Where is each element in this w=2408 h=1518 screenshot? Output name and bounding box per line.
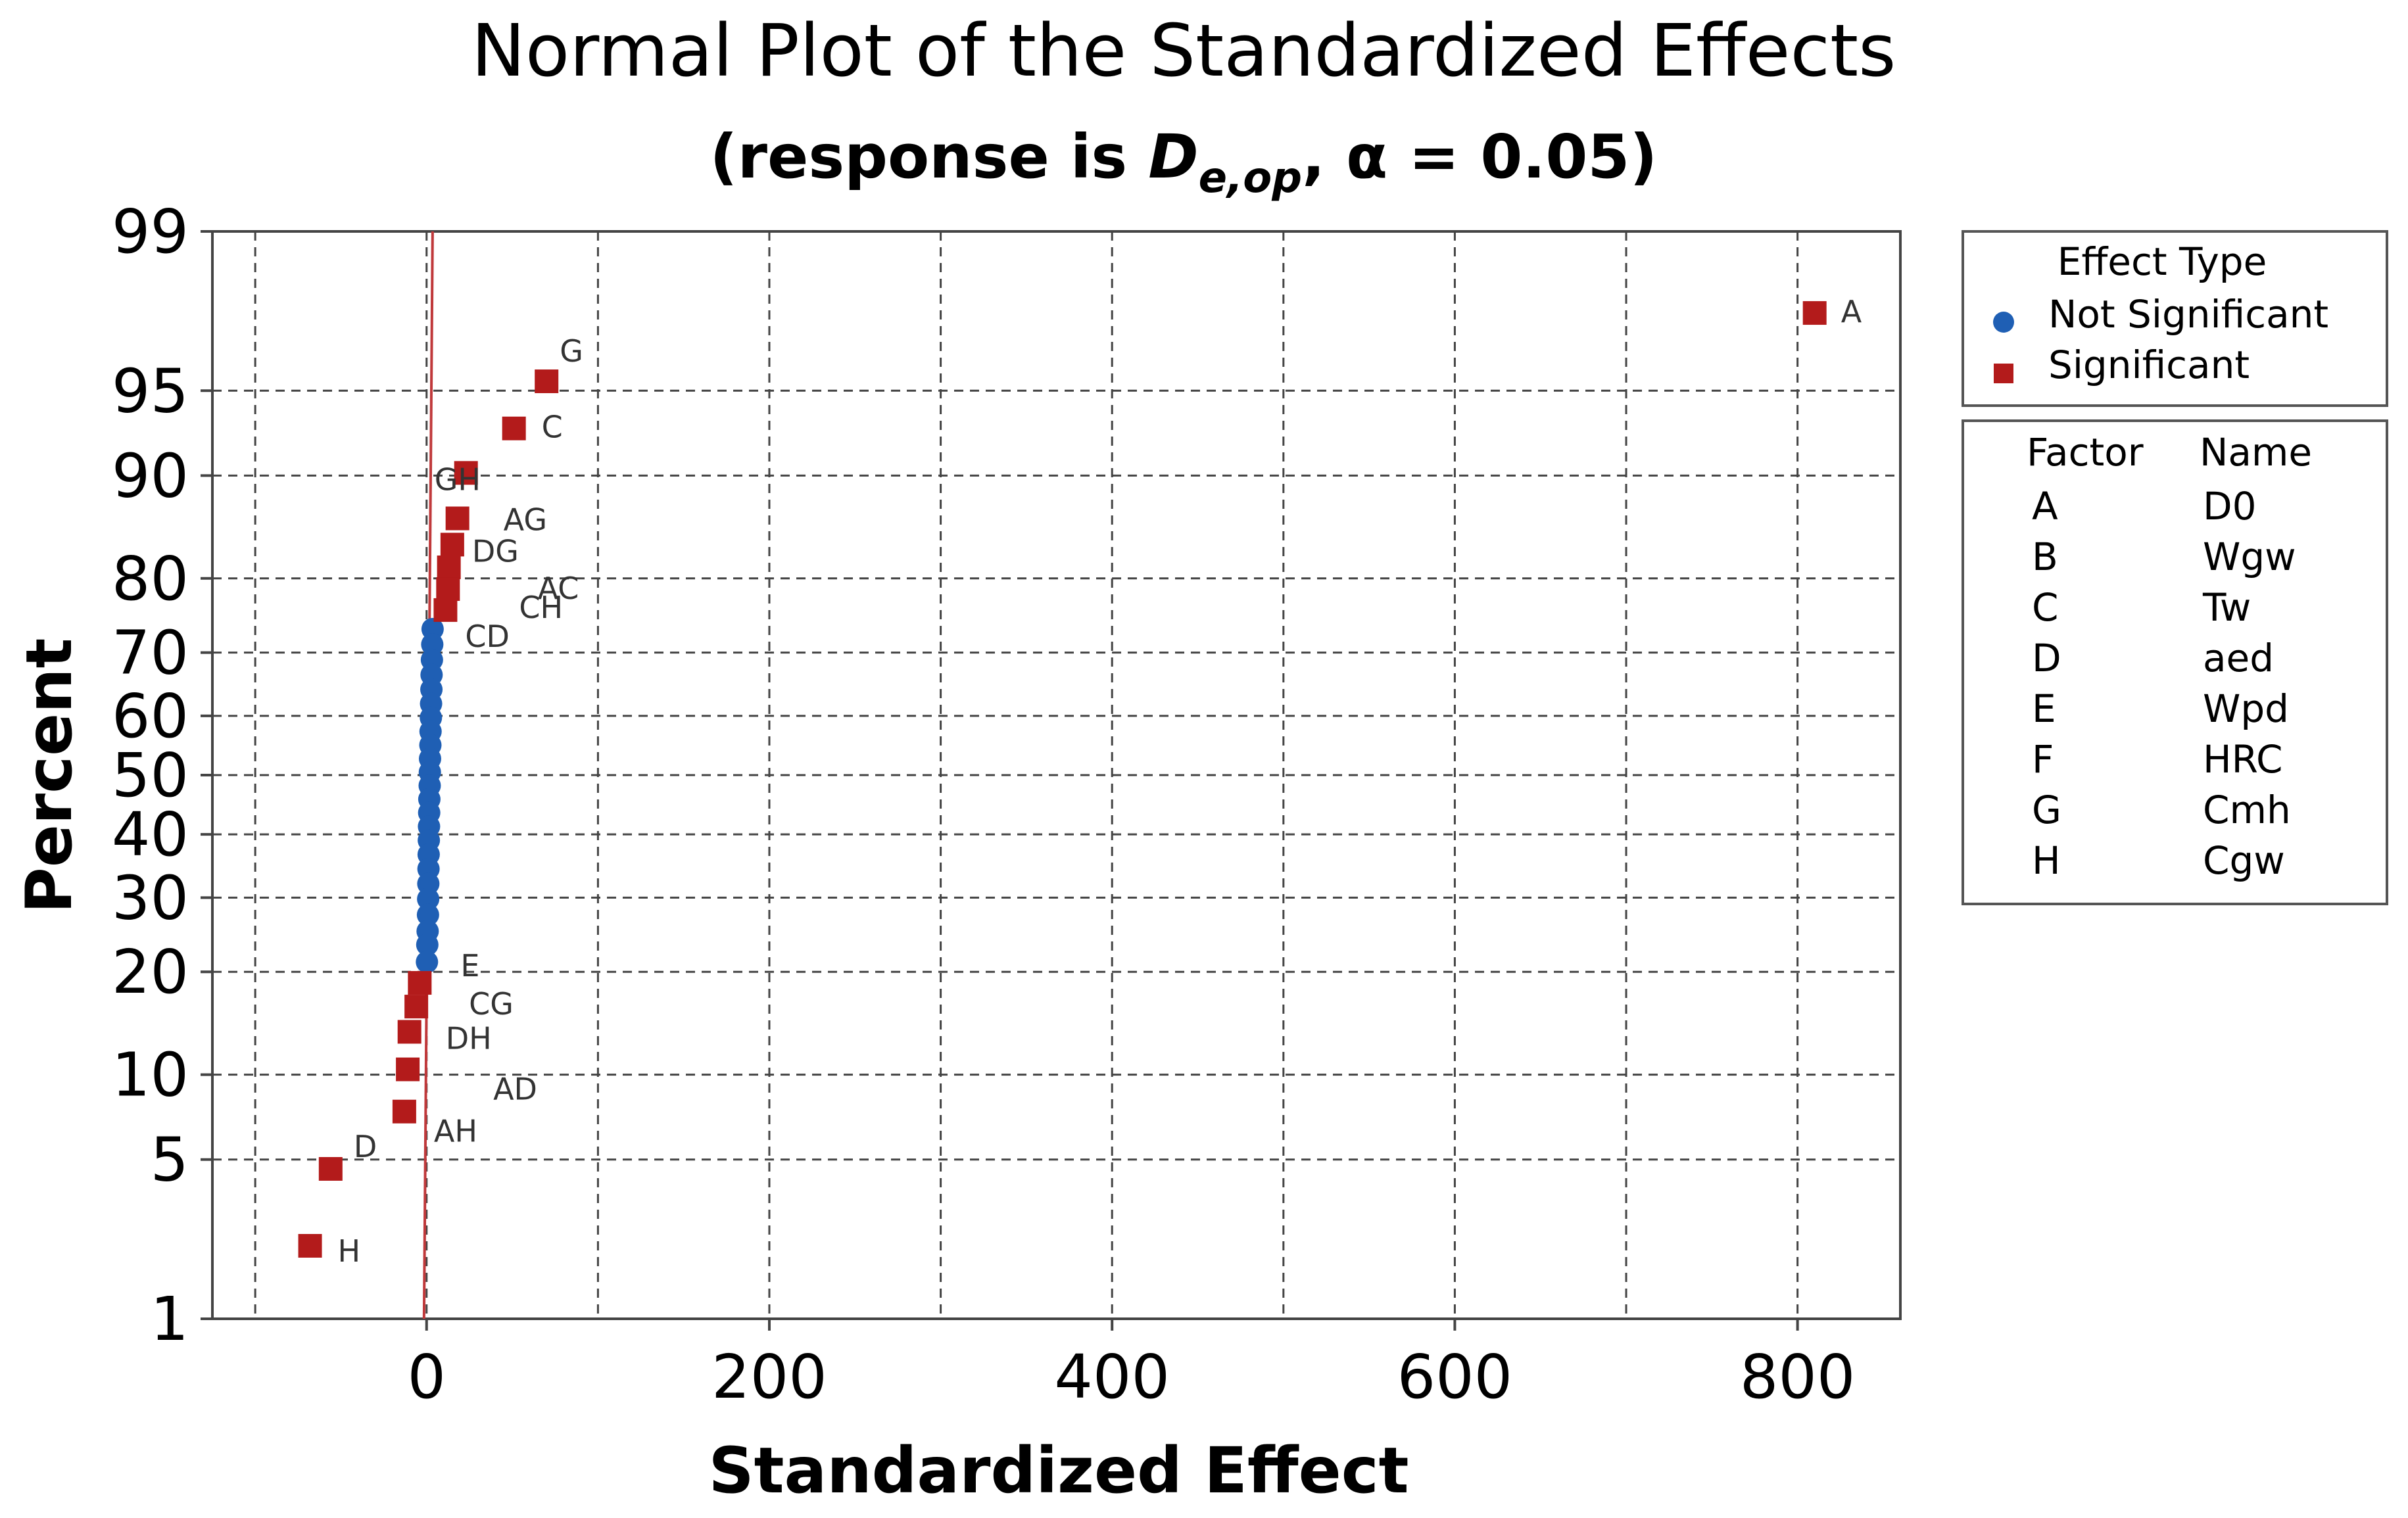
point-label-ch: CH [519,590,563,625]
x-axis-title: Standardized Effect [709,1434,1409,1507]
legend-significant-label: Significant [2048,343,2250,387]
x-tick-label: 200 [711,1342,827,1412]
y-tick-label: 5 [150,1125,189,1195]
factor-name-d: aed [2203,636,2274,680]
significant-point [397,1020,421,1044]
significant-point [396,1057,420,1081]
factor-rows: A D0 B Wgw C Tw D aed E Wpd F HRC G Cmh H Cgw [2032,484,2296,883]
y-axis-title: Percent [12,638,86,913]
not-significant-point [416,903,439,926]
factor-legend-box [1962,419,2388,905]
significant-point [433,598,458,622]
x-tick-label: 600 [1397,1342,1513,1412]
legend-not-significant-marker [1993,312,2014,333]
factor-code-c: C [2032,585,2059,630]
significant-point [437,555,461,579]
point-label-a: A [1841,294,1862,329]
x-tick-label: 400 [1054,1342,1170,1412]
factor-name-e: Wpd [2203,686,2289,731]
factor-name-c: Tw [2202,585,2251,630]
subtitle-prefix: (response is [710,122,1149,192]
factor-code-d: D [2032,636,2061,680]
significant-point [502,416,526,440]
point-label-cd: CD [465,619,510,654]
y-tick-label: 60 [112,681,189,751]
y-tick-label: 95 [112,356,189,426]
factor-name-b: Wgw [2203,534,2296,579]
point-label-ac: AC [538,571,579,606]
significant-point [436,577,460,602]
not-significant-point [421,633,444,656]
data-points [298,301,1827,1258]
x-tick-label: 800 [1740,1342,1856,1412]
point-label-c: C [542,410,563,445]
subtitle-suffix: = 0.05) [1387,122,1657,192]
not-significant-point [416,933,439,956]
subtitle-variable-subscript: e,op [1199,154,1303,202]
not-significant-point [416,951,439,974]
significant-point [392,1099,416,1124]
subtitle-variable: D [1148,122,1198,192]
factor-name-g: Cmh [2203,788,2291,832]
point-label-dh: DH [446,1020,492,1056]
point-label-dg: DG [472,533,519,569]
legend-not-significant-label: Not Significant [2048,292,2328,337]
name-column-header: Name [2200,430,2312,475]
factor-name-h: Cgw [2203,838,2285,883]
significant-point [445,506,470,531]
y-tick-label: 99 [112,197,189,267]
legend-significant-marker [1994,364,2013,383]
factor-name-f: HRC [2203,737,2283,782]
not-significant-point [417,888,440,911]
point-label-ad: AD [493,1072,537,1107]
chart-subtitle: (response is De,op, α = 0.05) [710,122,1658,202]
y-tick-label: 50 [112,740,189,811]
point-label-ag: AG [504,502,547,538]
significant-point [408,971,432,995]
point-label-e: E [460,948,479,984]
y-tick-label: 70 [112,618,189,688]
legend-effect-type-title: Effect Type [2058,239,2267,284]
y-tick-label: 10 [112,1040,189,1110]
factor-name-a: D0 [2203,484,2257,529]
chart-title: Normal Plot of the Standardized Effects [471,9,1896,93]
y-tick-label: 20 [112,937,189,1007]
significant-point [440,533,464,557]
y-tick-label: 90 [112,440,189,511]
point-label-ah: AH [434,1114,477,1149]
factor-code-e: E [2032,686,2056,731]
y-tick-label: 30 [112,863,189,933]
factor-code-g: G [2032,788,2061,832]
point-label-d: D [354,1129,377,1164]
y-tick-label: 80 [112,544,189,614]
factor-code-b: B [2032,534,2058,579]
factor-column-header: Factor [2027,430,2144,475]
factor-code-a: A [2032,484,2058,529]
gridlines [212,231,1900,1319]
subtitle-alpha: α [1346,122,1387,192]
significant-point [298,1233,322,1258]
y-tick-label: 1 [150,1284,189,1354]
factor-code-h: H [2032,838,2061,883]
point-label-g: G [560,333,583,369]
significant-point [535,369,559,394]
subtitle-separator: , [1302,122,1346,192]
significant-point [454,461,478,485]
y-tick-label: 40 [112,799,189,870]
factor-code-f: F [2032,737,2054,782]
point-label-h: H [338,1233,361,1269]
significant-point [318,1156,343,1181]
significant-point [404,995,429,1019]
effect-type-legend-box [1962,230,2388,407]
x-tick-label: 0 [407,1342,446,1412]
point-label-cg: CG [469,986,514,1022]
significant-point [1802,301,1827,325]
point-label-gh: GH [435,462,481,497]
